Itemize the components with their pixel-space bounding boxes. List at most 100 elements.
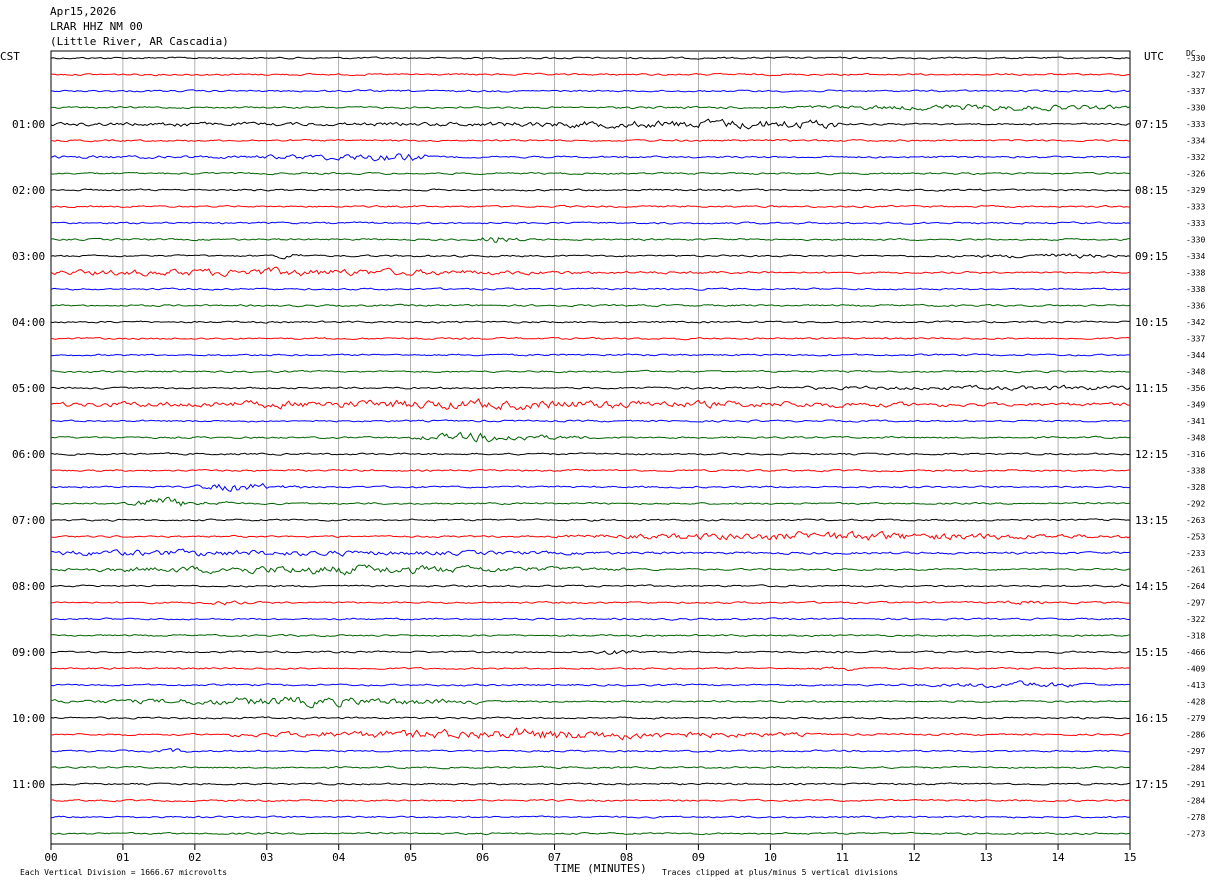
header-station: LRAR HHZ NM 00 xyxy=(50,20,143,33)
x-tick-label: 02 xyxy=(188,851,201,864)
trace-row-1 xyxy=(50,56,1131,60)
dc-offset-label: -342 xyxy=(1186,318,1205,327)
right-hour-label: 15:15 xyxy=(1135,646,1168,659)
left-hour-label: 05:00 xyxy=(12,382,45,395)
dc-offset-label: -348 xyxy=(1186,368,1205,377)
dc-offset-label: -348 xyxy=(1186,434,1205,443)
trace-row-28 xyxy=(50,496,1130,507)
left-hour-label: 04:00 xyxy=(12,316,45,329)
dc-offset-label: -318 xyxy=(1186,632,1205,641)
trace-row-26 xyxy=(50,468,1131,473)
dc-offset-label: -278 xyxy=(1186,813,1205,822)
trace-row-32 xyxy=(50,564,1131,576)
x-tick-label: 15 xyxy=(1123,851,1136,864)
dc-offset-label: -349 xyxy=(1186,401,1205,410)
trace-row-38 xyxy=(50,666,1131,672)
dc-offset-label: -329 xyxy=(1186,186,1205,195)
trace-row-22 xyxy=(50,398,1131,411)
trace-row-34 xyxy=(50,600,1131,606)
trace-row-24 xyxy=(50,431,1131,443)
left-hour-label: 02:00 xyxy=(12,184,45,197)
trace-row-13 xyxy=(50,253,1131,260)
trace-row-29 xyxy=(50,518,1131,522)
trace-row-47 xyxy=(50,815,1131,819)
left-hour-label: 03:00 xyxy=(12,250,45,263)
x-tick-label: 06 xyxy=(476,851,489,864)
x-tick-label: 07 xyxy=(548,851,561,864)
trace-row-35 xyxy=(50,617,1131,621)
x-axis-label: TIME (MINUTES) xyxy=(554,862,647,875)
left-hour-label: 06:00 xyxy=(12,448,45,461)
trace-row-19 xyxy=(51,353,1131,357)
right-hour-label: 10:15 xyxy=(1135,316,1168,329)
trace-row-10 xyxy=(50,204,1131,209)
trace-row-36 xyxy=(50,633,1131,638)
right-hour-label: 14:15 xyxy=(1135,580,1168,593)
left-hour-label: 08:00 xyxy=(12,580,45,593)
right-hour-label: 12:15 xyxy=(1135,448,1168,461)
trace-row-8 xyxy=(50,171,1131,176)
x-tick-label: 14 xyxy=(1051,851,1065,864)
left-hour-label: 11:00 xyxy=(12,778,45,791)
x-tick-label: 10 xyxy=(764,851,777,864)
trace-row-31 xyxy=(50,548,1131,557)
left-hour-label: 01:00 xyxy=(12,118,45,131)
trace-row-9 xyxy=(50,188,1131,192)
dc-offset-label: -273 xyxy=(1186,830,1205,839)
dc-offset-label: -466 xyxy=(1186,648,1205,657)
dc-offset-label: -333 xyxy=(1186,203,1205,212)
header-date: Apr15,2026 xyxy=(50,5,117,18)
trace-row-11 xyxy=(51,221,1131,225)
x-tick-label: 09 xyxy=(692,851,705,864)
dc-label: DC xyxy=(1186,49,1196,58)
trace-row-48 xyxy=(50,831,1131,836)
dc-offset-label: -337 xyxy=(1186,335,1205,344)
right-hour-label: 17:15 xyxy=(1135,778,1168,791)
dc-offset-label: -336 xyxy=(1186,302,1205,311)
trace-row-44 xyxy=(50,765,1131,770)
right-hour-label: 09:15 xyxy=(1135,250,1168,263)
x-tick-label: 11 xyxy=(836,851,849,864)
dc-offset-label: -292 xyxy=(1186,500,1205,509)
trace-row-14 xyxy=(50,266,1131,278)
left-hour-label: 07:00 xyxy=(12,514,45,527)
trace-row-12 xyxy=(50,236,1131,243)
dc-offset-label: -344 xyxy=(1186,351,1205,360)
trace-row-5 xyxy=(50,118,1131,130)
x-tick-label: 12 xyxy=(908,851,921,864)
trace-row-2 xyxy=(50,72,1131,77)
dc-offset-label: -334 xyxy=(1186,137,1205,146)
dc-offset-label: -341 xyxy=(1186,417,1205,426)
x-tick-label: 13 xyxy=(980,851,993,864)
right-hour-label: 16:15 xyxy=(1135,712,1168,725)
dc-offset-label: -330 xyxy=(1186,54,1205,63)
dc-offset-label: -338 xyxy=(1186,269,1205,278)
trace-row-42 xyxy=(50,727,1131,741)
dc-offset-label: -326 xyxy=(1186,170,1205,179)
trace-row-37 xyxy=(50,649,1131,655)
dc-offset-label: -291 xyxy=(1186,780,1205,789)
trace-row-15 xyxy=(50,287,1131,291)
trace-row-45 xyxy=(50,782,1131,786)
plot-frame xyxy=(50,50,1131,845)
x-tick-label: 00 xyxy=(44,851,57,864)
trace-row-6 xyxy=(50,138,1131,143)
x-tick-label: 04 xyxy=(332,851,346,864)
x-tick-label: 05 xyxy=(404,851,417,864)
dc-offset-label: -409 xyxy=(1186,665,1205,674)
footer-vertical-division: Each Vertical Division = 1666.67 microvo… xyxy=(20,868,228,877)
right-hour-label: 13:15 xyxy=(1135,514,1168,527)
trace-row-18 xyxy=(50,336,1131,341)
footer-clipping-note: Traces clipped at plus/minus 5 vertical … xyxy=(662,868,899,877)
trace-row-33 xyxy=(50,583,1131,588)
trace-row-7 xyxy=(50,153,1131,162)
trace-row-20 xyxy=(50,369,1131,374)
right-hour-label: 07:15 xyxy=(1135,118,1168,131)
trace-row-46 xyxy=(50,798,1131,803)
dc-offset-label: -263 xyxy=(1186,516,1205,525)
left-timezone-label: CST xyxy=(0,50,20,63)
x-tick-label: 03 xyxy=(260,851,273,864)
dc-offset-label: -261 xyxy=(1186,566,1205,575)
right-timezone-label: UTC xyxy=(1144,50,1164,63)
